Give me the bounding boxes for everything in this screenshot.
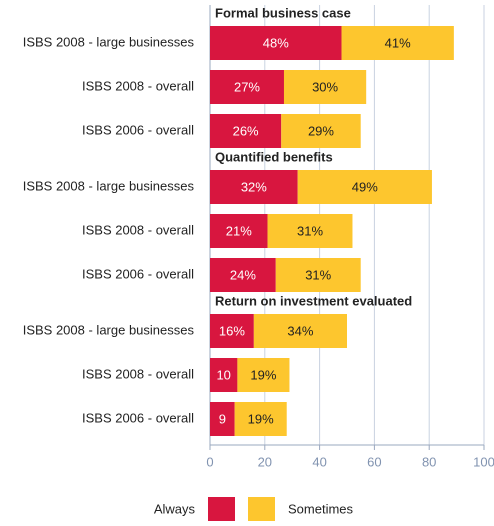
bar-segment	[297, 170, 432, 204]
y-tick-label: ISBS 2008 - large businesses	[23, 34, 195, 49]
x-tick-label: 80	[422, 454, 436, 469]
value-label: 30%	[312, 79, 338, 94]
value-label: 48%	[263, 35, 289, 50]
x-tick-label: 60	[367, 454, 381, 469]
value-label: 9	[219, 411, 226, 426]
value-label: 49%	[352, 179, 378, 194]
value-label: 24%	[230, 267, 256, 282]
bar-segment	[210, 358, 238, 392]
value-label: 21%	[226, 223, 252, 238]
y-tick-label: ISBS 2008 - large businesses	[23, 178, 195, 193]
y-tick-label: ISBS 2008 - overall	[82, 366, 194, 381]
y-tick-label: ISBS 2008 - overall	[82, 222, 194, 237]
y-tick-label: ISBS 2008 - large businesses	[23, 322, 195, 337]
bar-segment	[267, 214, 353, 248]
value-label: 10	[216, 367, 230, 382]
bar-segment	[281, 114, 361, 148]
group-title: Quantified benefits	[215, 149, 333, 164]
y-tick-label: ISBS 2006 - overall	[82, 266, 194, 281]
bar-segment	[210, 314, 254, 348]
bar-segment	[275, 258, 361, 292]
bar-segment	[210, 214, 268, 248]
value-label: 29%	[308, 123, 334, 138]
y-tick-label: ISBS 2008 - overall	[82, 78, 194, 93]
bar-segment	[283, 70, 367, 104]
value-label: 41%	[385, 35, 411, 50]
bar-segment	[234, 402, 287, 436]
value-label: 32%	[241, 179, 267, 194]
x-tick-label: 0	[206, 454, 213, 469]
bar-segment	[210, 26, 342, 60]
x-tick-label: 20	[258, 454, 272, 469]
bar-segment	[253, 314, 347, 348]
value-label: 31%	[305, 267, 331, 282]
legend-label: Sometimes	[288, 501, 354, 516]
legend-swatch	[208, 497, 235, 523]
value-label: 19%	[250, 367, 276, 382]
x-tick-label: 100	[473, 454, 494, 469]
y-tick-label: ISBS 2006 - overall	[82, 122, 194, 137]
group-title: Formal business case	[215, 5, 351, 20]
bar-segment	[210, 170, 298, 204]
group-title: Return on investment evaluated	[215, 293, 412, 308]
bar-segment	[210, 114, 282, 148]
bar-segment	[210, 402, 235, 436]
value-label: 34%	[287, 323, 313, 338]
value-label: 27%	[234, 79, 260, 94]
bar-segment	[210, 70, 284, 104]
bar-segment	[237, 358, 290, 392]
value-label: 19%	[248, 411, 274, 426]
legend-swatch	[248, 497, 275, 523]
y-tick-label: ISBS 2006 - overall	[82, 410, 194, 425]
x-tick-label: 40	[312, 454, 326, 469]
legend-label: Always	[154, 501, 196, 516]
value-label: 16%	[219, 323, 245, 338]
bar-segment	[341, 26, 454, 60]
value-label: 31%	[297, 223, 323, 238]
value-label: 26%	[233, 123, 259, 138]
bar-segment	[210, 258, 276, 292]
